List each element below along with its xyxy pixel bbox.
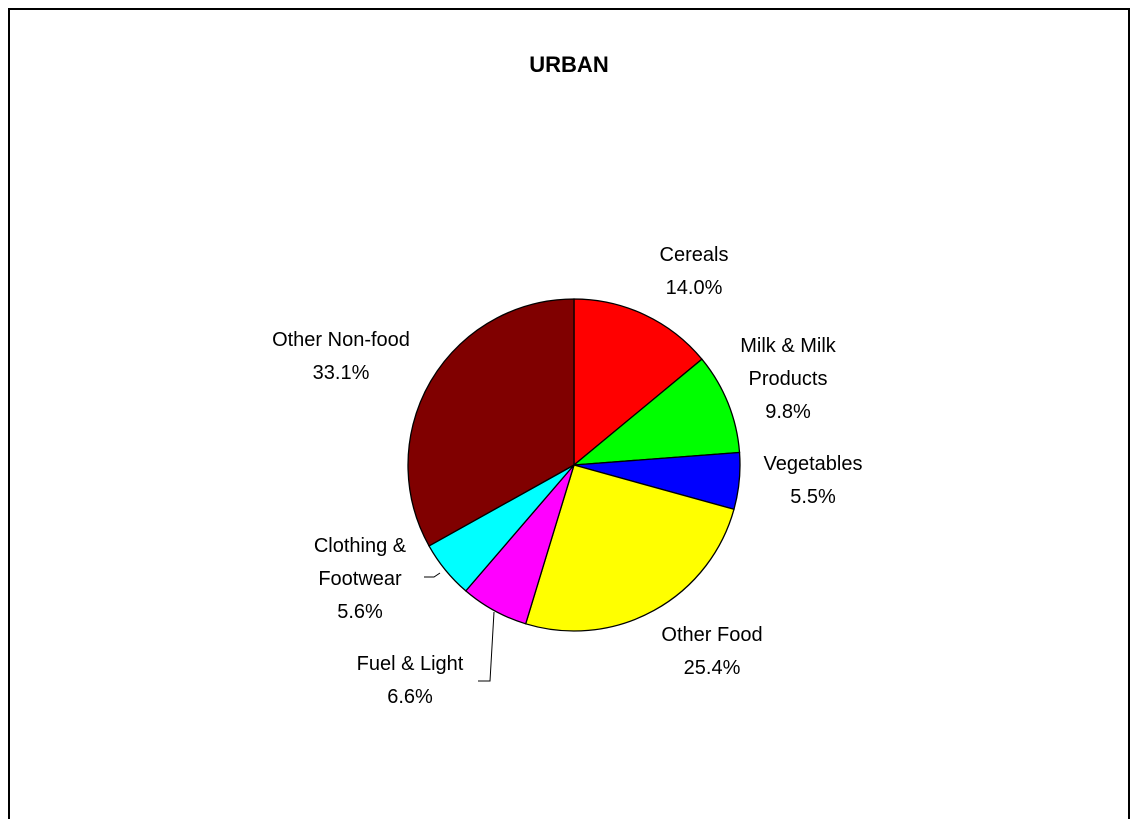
pie-slice <box>572 358 741 466</box>
leader-line <box>478 611 495 682</box>
category-label: Other Non-food <box>272 329 410 351</box>
slice-label: Milk & Milk Products 9.8% <box>728 330 848 429</box>
category-label: Other Food <box>661 624 763 646</box>
category-label: Clothing & Footwear <box>313 535 407 590</box>
value-label: 5.5% <box>790 486 836 508</box>
value-label: 14.0% <box>665 277 723 299</box>
value-label: 25.4% <box>683 657 741 679</box>
pie-slice <box>524 464 735 632</box>
category-label: Vegetables <box>763 453 863 475</box>
value-label: 6.6% <box>387 686 433 708</box>
pie-slice <box>407 298 575 547</box>
chart-border <box>8 8 1130 819</box>
slice-label: Cereals 14.0% <box>614 239 774 305</box>
pie-slice <box>573 298 703 467</box>
slice-label: Other Food 25.4% <box>632 619 792 685</box>
slice-label: Clothing & Footwear 5.6% <box>305 530 415 629</box>
value-label: 9.8% <box>765 401 811 423</box>
value-label: 33.1% <box>312 362 370 384</box>
category-label: Cereals <box>659 244 729 266</box>
value-label: 5.6% <box>337 601 383 623</box>
category-label: Milk & Milk Products <box>740 335 836 390</box>
slice-label: Vegetables 5.5% <box>743 448 883 514</box>
chart-title: URBAN <box>529 52 609 77</box>
slice-label: Other Non-food 33.1% <box>246 324 436 390</box>
slice-label: Fuel & Light 6.6% <box>345 648 475 714</box>
pie <box>407 298 741 632</box>
category-label: Fuel & Light <box>356 653 464 675</box>
leader-line <box>424 572 441 578</box>
